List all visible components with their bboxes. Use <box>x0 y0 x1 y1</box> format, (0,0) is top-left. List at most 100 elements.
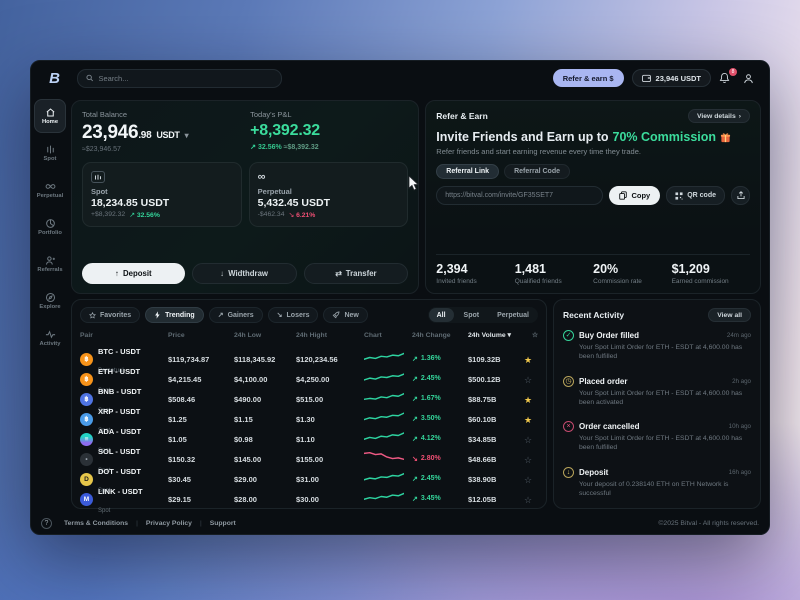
low-cell: $4,100.00 <box>234 374 268 384</box>
volume-sort-header[interactable]: 24h Volume ▾ <box>468 332 511 339</box>
share-upload-icon <box>736 191 745 200</box>
pulse-icon <box>45 330 55 339</box>
change-cell: 1.36% <box>412 355 468 363</box>
tab-gainers[interactable]: ↗ Gainers <box>208 307 263 323</box>
profile-button[interactable] <box>743 73 759 84</box>
infinity-icon: ∞ <box>257 171 266 183</box>
copy-button[interactable]: Copy <box>609 186 661 205</box>
market-row[interactable]: ฿ ETH - USDT Spot $4,215.45 $4,100.00 $4,… <box>80 361 538 394</box>
market-row[interactable]: ฿ BNB - USDT Spot $508.46 $490.00 $515.00… <box>80 381 538 414</box>
favorite-star-button[interactable] <box>524 395 532 405</box>
sidebar-item-perpetual[interactable]: Perpetual <box>34 173 66 207</box>
filter-spot[interactable]: Spot <box>456 308 488 322</box>
market-row[interactable]: • SOL - USDT Spot $150.32 $145.00 $155.00… <box>80 441 538 474</box>
tab-referral-link[interactable]: Referral Link <box>436 164 500 179</box>
view-all-button[interactable]: View all <box>708 308 751 322</box>
activity-item[interactable]: ✓ Buy Order filled 24m ago Your Spot Lim… <box>563 328 751 363</box>
price-cell: $508.46 <box>168 394 196 404</box>
pnl-detail: 32.56% ≈$8,392.32 <box>250 143 408 151</box>
favorite-star-button[interactable] <box>524 495 532 505</box>
up-right-arrow-icon: ↗ <box>217 312 224 319</box>
change-cell: 3.45% <box>412 495 468 503</box>
sidebar-item-explore[interactable]: Explore <box>34 284 66 318</box>
home-icon <box>46 108 54 117</box>
share-button[interactable] <box>731 186 750 205</box>
qr-code-button[interactable]: QR code <box>666 186 725 205</box>
sidebar: Home Spot Perpetual Portfolio Referrals … <box>31 95 69 513</box>
sidebar-item-activity[interactable]: Activity <box>34 321 66 355</box>
coin-icon: ฿ <box>80 392 93 406</box>
favorite-star-button[interactable] <box>524 415 532 425</box>
perpetual-account-card[interactable]: ∞ Perpetual 5,432.45 USDT -$462.34 6.21% <box>248 162 409 227</box>
footer-link-terms[interactable]: Terms & Conditions <box>64 520 129 527</box>
referral-subtitle: Refer friends and start earning revenue … <box>436 147 641 156</box>
volume-cell: $48.66B <box>468 454 497 464</box>
favorite-column-header[interactable]: ☆ <box>531 332 538 339</box>
activity-item[interactable]: × Order cancelled 10h ago Your Spot Limi… <box>563 419 751 454</box>
favorite-star-button[interactable] <box>524 355 532 365</box>
change-cell: 1.67% <box>412 395 468 403</box>
sidebar-item-home[interactable]: Home <box>34 99 66 133</box>
tab-trending[interactable]: Trending <box>145 307 204 323</box>
infinity-icon <box>45 184 55 189</box>
high-cell: $30.00 <box>296 494 319 504</box>
filter-all[interactable]: All <box>428 308 454 322</box>
down-arrow-icon <box>288 212 294 219</box>
transfer-button[interactable]: ⇄ Transfer <box>303 263 409 284</box>
activity-item[interactable]: ◷ Placed order 2h ago Your Spot Limit Or… <box>563 374 751 409</box>
refer-earn-button[interactable]: Refer & earn $ <box>552 69 624 87</box>
copy-icon <box>619 191 628 200</box>
tab-losers[interactable]: ↘ Losers <box>267 307 319 323</box>
refer-earn-panel: Refer & Earn View details › Invite Friend… <box>425 100 761 294</box>
pie-chart-icon <box>45 219 55 228</box>
total-balance-fiat: ≈$23,946.57 <box>82 146 121 153</box>
pnl-value: +8,392.32 <box>250 122 320 139</box>
high-cell: $155.00 <box>296 454 324 464</box>
referral-stat: 20% Commission rate <box>593 262 642 285</box>
help-icon[interactable]: ? <box>41 518 52 529</box>
candlestick-chart-icon <box>46 145 54 154</box>
footer-link-support[interactable]: Support <box>209 520 236 527</box>
sidebar-item-referrals[interactable]: Referrals <box>34 247 66 281</box>
view-details-button[interactable]: View details › <box>687 109 750 123</box>
tab-referral-code[interactable]: Referral Code <box>504 164 570 179</box>
withdraw-button[interactable]: ↓ Widthdraw <box>191 263 297 284</box>
activity-item[interactable]: ↓ Deposit 16h ago Your deposit of 0.2381… <box>563 465 751 500</box>
high-cell: $1.30 <box>296 414 315 424</box>
wallet-balance-chip[interactable]: 23,946 USDT <box>631 69 711 87</box>
sparkline-chart <box>363 409 412 429</box>
sparkline-chart <box>363 369 412 389</box>
app-window: B Refer & earn $ 23,946 USDT 8 Hom <box>30 60 770 535</box>
favorite-star-button[interactable] <box>524 375 532 385</box>
sidebar-item-portfolio[interactable]: Portfolio <box>34 210 66 244</box>
tab-favorites[interactable]: Favorites <box>80 307 141 323</box>
deposit-button[interactable]: ↑ Deposit <box>82 263 185 284</box>
sparkline-chart <box>363 449 412 469</box>
spot-account-card[interactable]: Spot 18,234.85 USDT +$8,392.32 32.56% <box>82 162 242 227</box>
up-arrow-icon <box>129 212 135 219</box>
sidebar-item-spot[interactable]: Spot <box>34 136 66 170</box>
search-input[interactable] <box>98 73 273 83</box>
favorite-star-button[interactable] <box>524 435 532 445</box>
market-row[interactable]: ฿ BTC - USDT Perpetual $119,734.87 $118,3… <box>80 341 538 374</box>
referral-stats: 2,394 Invited friends 1,481 Qualified fr… <box>436 254 750 285</box>
currency-dropdown[interactable]: ▾ <box>184 131 189 140</box>
search-bar[interactable] <box>77 68 282 88</box>
balance-overview-panel: Total Balance 23,946.98 USDT ▾ ≈$23,946.… <box>71 100 420 294</box>
coin-icon: ฿ <box>80 352 93 366</box>
favorite-star-button[interactable] <box>524 475 532 485</box>
favorite-star-button[interactable] <box>524 455 532 465</box>
low-cell: $0.98 <box>234 434 253 444</box>
notifications-button[interactable]: 8 <box>719 68 737 84</box>
tab-new[interactable]: New <box>323 307 368 323</box>
high-cell: $1.10 <box>296 434 315 444</box>
high-cell: $120,234.56 <box>296 354 338 364</box>
referral-link-field[interactable]: https://bitval.com/invite/GF35SET7 <box>436 186 604 205</box>
filter-perpetual[interactable]: Perpetual <box>489 308 537 322</box>
footer-link-privacy[interactable]: Privacy Policy <box>145 520 192 527</box>
bitval-logo[interactable]: B <box>49 69 60 87</box>
